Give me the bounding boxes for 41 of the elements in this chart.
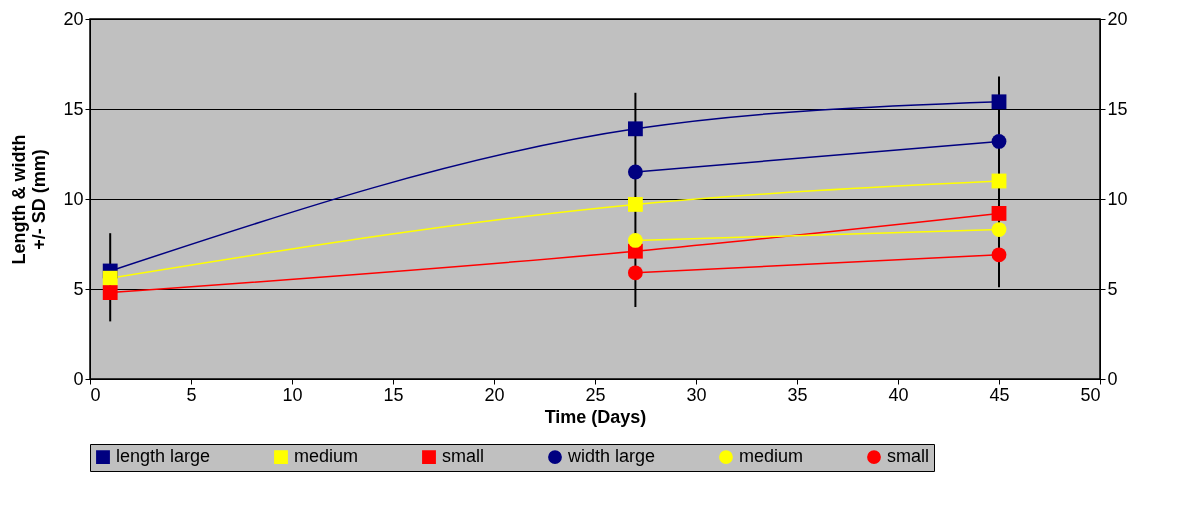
legend-label: small xyxy=(442,446,485,467)
x-axis-title: Time (Days) xyxy=(544,406,647,427)
point xyxy=(627,233,643,248)
y2-tick-label: 20 xyxy=(1107,8,1128,29)
y2-tick-label: 15 xyxy=(1107,98,1128,119)
x-tick-label: 25 xyxy=(585,384,606,405)
point xyxy=(627,121,643,137)
legend-label: medium xyxy=(294,446,359,467)
x-tick-label: 0 xyxy=(90,384,101,405)
point xyxy=(627,164,643,180)
y2-tick-label: 10 xyxy=(1107,188,1128,209)
point xyxy=(991,94,1007,110)
x-tick-label: 35 xyxy=(787,384,808,405)
x-tick-label: 5 xyxy=(186,384,197,405)
legend-label: medium xyxy=(739,446,804,467)
y-tick-label: 20 xyxy=(63,8,84,29)
y-tick-label: 10 xyxy=(63,188,84,209)
x-tick-label: 45 xyxy=(989,384,1010,405)
legend-label: length large xyxy=(116,446,211,467)
y2-tick-label: 0 xyxy=(1107,368,1118,389)
point xyxy=(102,270,118,286)
x-tick-label: 10 xyxy=(282,384,303,405)
y-tick-label: 0 xyxy=(73,368,84,389)
x-tick-label: 20 xyxy=(484,384,505,405)
point xyxy=(991,134,1007,149)
y2-tick-label: 5 xyxy=(1107,278,1118,299)
point xyxy=(991,205,1007,221)
point xyxy=(102,285,118,301)
point xyxy=(991,247,1007,263)
x-tick-label: 30 xyxy=(686,384,707,405)
x-tick-label: 15 xyxy=(383,384,404,405)
y-tick-label: 5 xyxy=(73,278,84,299)
x-tick-label: 50 xyxy=(1080,384,1101,405)
legend-label: small xyxy=(887,446,930,467)
legend-label: width large xyxy=(567,446,656,467)
y-tick-label: 15 xyxy=(63,98,84,119)
y-axis-title: Length & width +/- SD (mm) xyxy=(9,134,50,265)
point xyxy=(627,196,643,212)
point xyxy=(627,265,643,281)
x-tick-label: 40 xyxy=(888,384,909,405)
point xyxy=(991,222,1007,237)
